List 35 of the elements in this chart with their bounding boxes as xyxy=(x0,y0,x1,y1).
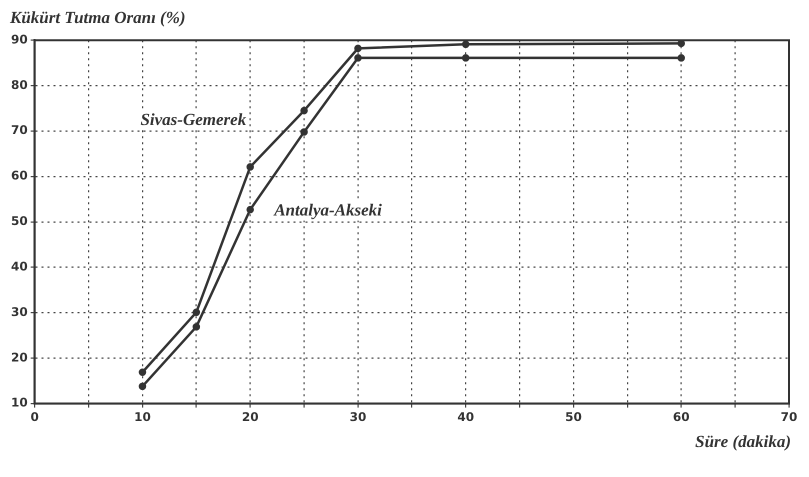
point xyxy=(300,128,308,136)
point xyxy=(192,308,200,316)
x-tick-label: 30 xyxy=(350,410,366,424)
point xyxy=(677,40,685,48)
y-tick-label: 30 xyxy=(10,304,28,319)
point xyxy=(300,106,308,114)
point xyxy=(354,54,362,62)
series-label: Sivas-Gemerek xyxy=(140,110,247,129)
y-tick-label: 20 xyxy=(10,350,28,364)
y-tick-label: 90 xyxy=(10,32,28,46)
point xyxy=(462,54,470,62)
point xyxy=(138,368,146,376)
point xyxy=(677,54,685,62)
x-tick-label: 60 xyxy=(672,410,690,424)
x-tick-label: 50 xyxy=(565,410,582,424)
x-axis-title: Süre (dakika) xyxy=(694,432,791,452)
y-axis-title: Kükürt Tutma Oranı (%) xyxy=(10,8,187,29)
x-tick-label: 10 xyxy=(134,410,151,424)
series-label: Antalya-Akseki xyxy=(273,200,382,220)
x-tick-label: 40 xyxy=(457,410,474,424)
y-tick-label: 80 xyxy=(10,78,28,92)
x-tick-label: 70 xyxy=(780,410,798,424)
y-tick-label: 70 xyxy=(10,123,28,138)
x-tick-label: 20 xyxy=(242,410,259,424)
point xyxy=(138,382,146,390)
y-tick-label: 10 xyxy=(10,396,28,410)
x-tick-label: 0 xyxy=(30,410,39,424)
point xyxy=(354,44,362,52)
point xyxy=(246,163,254,171)
y-tick-label: 60 xyxy=(10,168,28,183)
point xyxy=(192,323,200,331)
y-tick-label: 50 xyxy=(10,214,28,228)
point xyxy=(246,206,254,214)
point xyxy=(462,40,470,48)
y-tick-label: 40 xyxy=(10,259,28,274)
